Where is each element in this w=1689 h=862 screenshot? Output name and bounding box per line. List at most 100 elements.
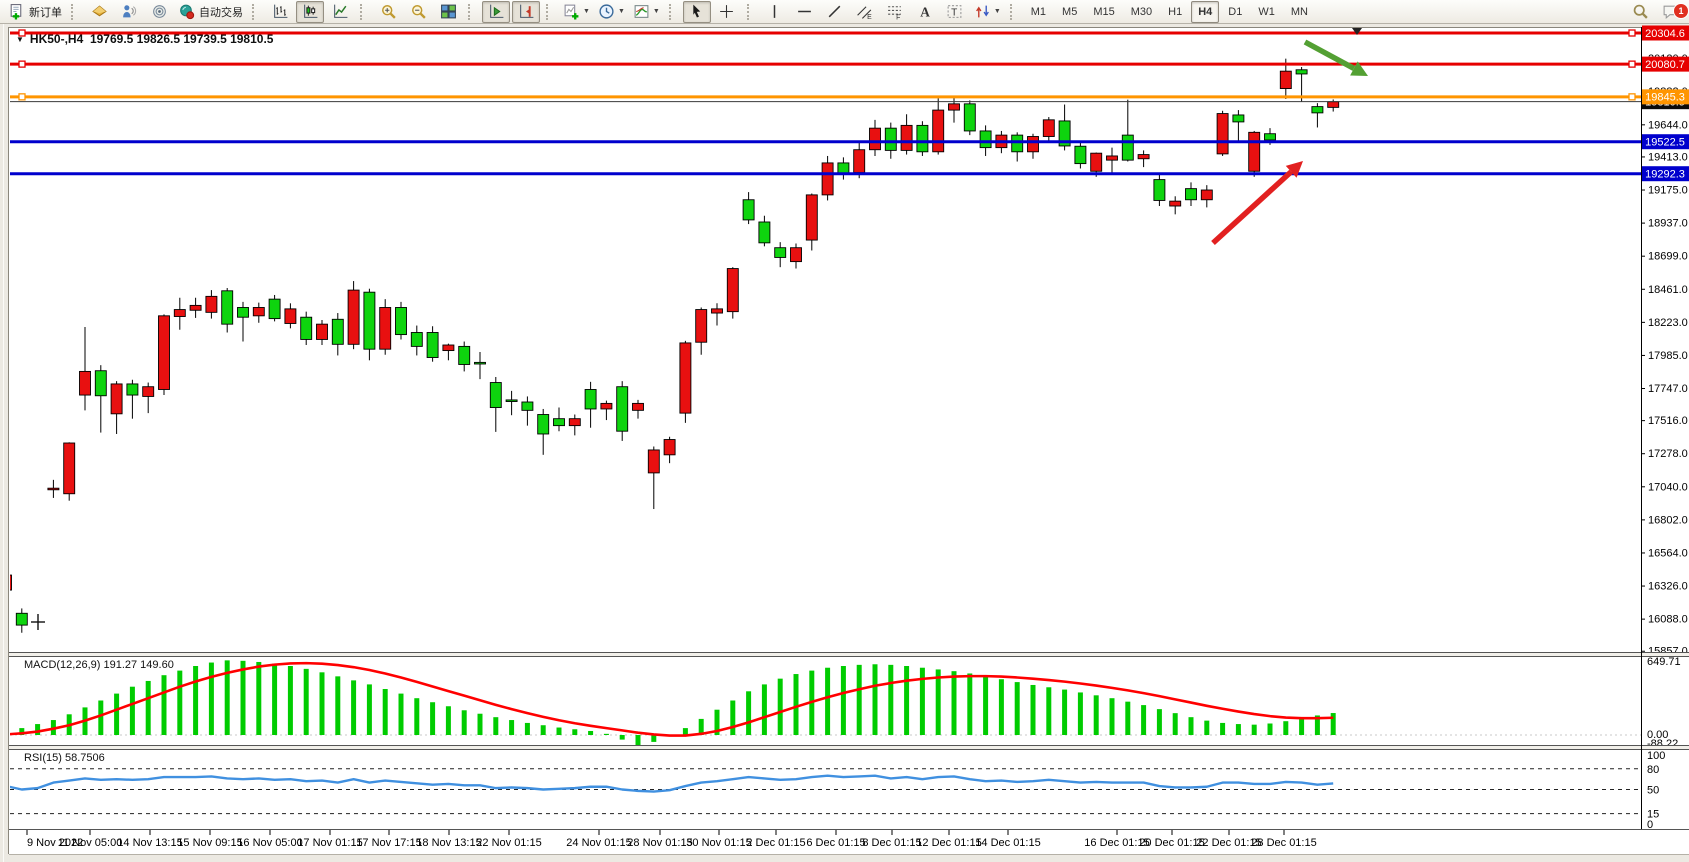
horizontal-line-20304.6[interactable] bbox=[10, 29, 1641, 37]
rsi-indicator-label: RSI(15) 58.7506 bbox=[24, 752, 105, 764]
svg-text:14 Dec 01:15: 14 Dec 01:15 bbox=[975, 837, 1040, 849]
red-up-arrow-annotation[interactable] bbox=[1211, 161, 1303, 246]
svg-text:15: 15 bbox=[1647, 809, 1659, 821]
svg-text:20 Dec 01:15: 20 Dec 01:15 bbox=[1139, 837, 1204, 849]
svg-text:E: E bbox=[867, 14, 872, 20]
cross-marker[interactable] bbox=[31, 614, 45, 630]
svg-text:28 Nov 01:15: 28 Nov 01:15 bbox=[627, 837, 692, 849]
timeframe-button-m5[interactable]: M5 bbox=[1062, 5, 1078, 18]
svg-text:16 Dec 01:15: 16 Dec 01:15 bbox=[1084, 837, 1149, 849]
line-chart-icon bbox=[332, 3, 349, 20]
chart-ohlc-values: 19769.5 19826.5 19739.5 19810.5 bbox=[89, 32, 274, 46]
timeframe-button-h4[interactable]: H4 bbox=[1191, 0, 1220, 23]
svg-text:22 Dec 01:15: 22 Dec 01:15 bbox=[1196, 837, 1261, 849]
timeframe-button-m15[interactable]: M15 bbox=[1093, 5, 1115, 18]
svg-text:12 Dec 01:15: 12 Dec 01:15 bbox=[916, 837, 981, 849]
search-button[interactable] bbox=[1626, 1, 1654, 23]
svg-text:17 Nov 17:15: 17 Nov 17:15 bbox=[356, 837, 421, 849]
svg-text:18937.0: 18937.0 bbox=[1648, 218, 1688, 230]
zoom-in-button[interactable] bbox=[374, 1, 402, 23]
svg-text:28 Dec 01:15: 28 Dec 01:15 bbox=[1251, 837, 1316, 849]
rsi-panel: 100 80 50 150 bbox=[10, 750, 1665, 831]
svg-text:18 Nov 13:15: 18 Nov 13:15 bbox=[416, 837, 481, 849]
tile-windows-button[interactable] bbox=[434, 1, 462, 23]
text-label-button[interactable]: T bbox=[941, 1, 969, 23]
bar-chart-icon bbox=[272, 3, 289, 20]
notifications-button[interactable]: 1 bbox=[1656, 1, 1689, 23]
timeframe-button-m1[interactable]: M1 bbox=[1030, 5, 1047, 18]
periods-button[interactable]: ▼ bbox=[595, 1, 628, 23]
svg-text:16564.0: 16564.0 bbox=[1648, 547, 1688, 559]
templates-icon bbox=[633, 3, 650, 20]
chart-window[interactable]: ▼ HK50-,H4 19769.5 19826.5 19739.5 19810.… bbox=[0, 24, 1689, 862]
vertical-line-button[interactable] bbox=[761, 1, 789, 23]
svg-text:11 Nov 05:00: 11 Nov 05:00 bbox=[58, 837, 123, 849]
news-button[interactable] bbox=[145, 1, 173, 23]
chart-shift-marker[interactable] bbox=[1352, 28, 1362, 35]
chart-shift-icon bbox=[518, 3, 535, 20]
new-order-button[interactable]: 新订单 bbox=[5, 1, 65, 23]
horizontal-line-icon bbox=[796, 3, 813, 20]
macd-panel bbox=[10, 660, 1641, 745]
fibonacci-button[interactable]: F bbox=[881, 1, 909, 23]
svg-text:15 Nov 09:15: 15 Nov 09:15 bbox=[177, 837, 242, 849]
macd-panel-splitter[interactable] bbox=[9, 652, 1689, 657]
timeframe-button-d1[interactable]: D1 bbox=[1228, 5, 1243, 18]
equidistant-channel-icon: E bbox=[856, 3, 873, 20]
signals-button[interactable] bbox=[115, 1, 143, 23]
zoom-out-icon bbox=[410, 3, 427, 20]
timeframe-button-m30[interactable]: M30 bbox=[1130, 5, 1153, 18]
svg-text:50: 50 bbox=[1647, 785, 1659, 797]
indicators-button[interactable]: ▼ bbox=[560, 1, 593, 23]
crosshair-icon bbox=[718, 3, 735, 20]
svg-text:17 Nov 01:15: 17 Nov 01:15 bbox=[297, 837, 362, 849]
equidistant-channel-button[interactable]: E bbox=[851, 1, 879, 23]
timeframe-button-w1[interactable]: W1 bbox=[1258, 5, 1275, 18]
svg-text:8 Dec 01:15: 8 Dec 01:15 bbox=[862, 837, 921, 849]
auto-scroll-icon bbox=[488, 3, 505, 20]
line-chart-button[interactable] bbox=[326, 1, 354, 23]
cursor-button[interactable] bbox=[682, 0, 711, 23]
templates-button[interactable]: ▼ bbox=[630, 1, 663, 23]
auto-trading-button[interactable]: 自动交易 bbox=[175, 1, 246, 23]
green-down-arrow-annotation[interactable] bbox=[1303, 39, 1368, 76]
chart-title: ▼ HK50-,H4 19769.5 19826.5 19739.5 19810.… bbox=[16, 32, 273, 46]
toolbar-separator bbox=[252, 3, 261, 20]
rsi-panel-splitter[interactable] bbox=[9, 745, 1689, 750]
cursor-icon bbox=[688, 3, 705, 20]
market-button[interactable] bbox=[85, 1, 113, 23]
toolbar-separator bbox=[746, 3, 756, 20]
candlestick-button[interactable] bbox=[296, 0, 324, 23]
indicators-icon bbox=[563, 3, 580, 20]
zoom-out-button[interactable] bbox=[404, 1, 432, 23]
toolbar-separator bbox=[71, 3, 80, 20]
crosshair-button[interactable] bbox=[713, 1, 741, 23]
timeframe-button-mn[interactable]: MN bbox=[1290, 5, 1308, 18]
svg-text:17278.0: 17278.0 bbox=[1648, 448, 1688, 460]
auto-scroll-button[interactable] bbox=[482, 0, 510, 23]
trendline-button[interactable] bbox=[821, 1, 849, 23]
toolbar-button-group: 新订单 自动交易 ▼ ▼ ▼ E F A T ▼ bbox=[4, 0, 1023, 24]
bar-chart-button[interactable] bbox=[266, 1, 294, 23]
svg-text:9 Nov 2022: 9 Nov 2022 bbox=[27, 837, 83, 849]
arrows-button[interactable]: ▼ bbox=[971, 1, 1004, 23]
svg-text:F: F bbox=[896, 14, 900, 20]
svg-text:18461.0: 18461.0 bbox=[1648, 284, 1688, 296]
svg-text:17040.0: 17040.0 bbox=[1648, 481, 1688, 493]
svg-text:16088.0: 16088.0 bbox=[1648, 614, 1688, 626]
horizontal-line-20080.7[interactable] bbox=[10, 60, 1641, 68]
svg-text:20080.7: 20080.7 bbox=[1645, 59, 1685, 71]
horizontal-line-button[interactable] bbox=[791, 1, 819, 23]
text-button[interactable]: A bbox=[911, 1, 939, 23]
svg-text:80: 80 bbox=[1647, 764, 1659, 776]
notification-badge: 1 bbox=[1673, 2, 1689, 19]
fibonacci-icon: F bbox=[886, 3, 903, 20]
chart-shift-button[interactable] bbox=[512, 0, 540, 23]
svg-text:18223.0: 18223.0 bbox=[1648, 317, 1688, 329]
horizontal-line-19845.3[interactable] bbox=[10, 93, 1641, 101]
svg-text:19292.3: 19292.3 bbox=[1645, 169, 1685, 181]
price-chart-canvas[interactable]: 20120.019882.019644.019413.019175.018937… bbox=[0, 24, 1689, 862]
chart-title-dropdown-icon[interactable]: ▼ bbox=[16, 35, 24, 44]
svg-text:17985.0: 17985.0 bbox=[1648, 350, 1688, 362]
timeframe-button-h1[interactable]: H1 bbox=[1168, 5, 1183, 18]
